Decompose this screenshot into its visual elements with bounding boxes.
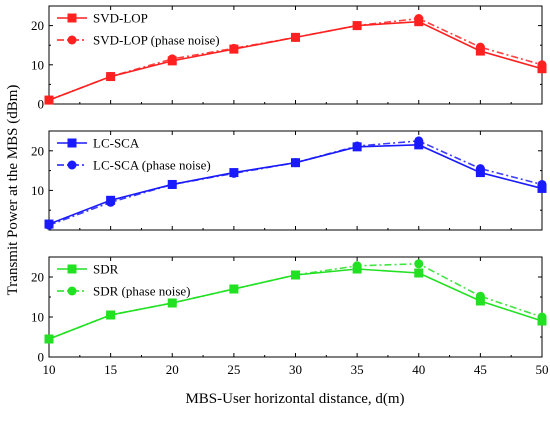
data-point — [167, 54, 177, 64]
y-tick-label: 10 — [31, 57, 44, 72]
x-tick-label: 35 — [351, 362, 364, 377]
data-point — [106, 197, 116, 207]
data-point — [44, 334, 54, 344]
x-tick-label: 30 — [289, 362, 302, 377]
data-point — [229, 168, 239, 178]
data-point — [229, 43, 239, 53]
data-point — [167, 179, 177, 189]
legend-marker — [67, 286, 77, 296]
data-point — [291, 32, 300, 42]
x-tick-label: 45 — [474, 362, 487, 377]
y-tick-label: 20 — [31, 18, 44, 33]
legend-entry: SVD-LOP — [93, 11, 148, 26]
panel-2: 10 20 LC-SCA LC-SCA (phase noise) — [31, 130, 547, 231]
data-point — [352, 261, 362, 271]
legend-marker — [67, 138, 77, 148]
legend-entry: SDR — [93, 262, 119, 277]
data-point — [537, 312, 547, 322]
legend-entry: LC-SCA — [93, 136, 140, 151]
y-axis-title: Transmit Power at the MBS (dBm) — [5, 85, 21, 296]
x-tick-label: 10 — [43, 362, 56, 377]
x-tick-label: 40 — [412, 362, 425, 377]
data-point — [229, 284, 239, 294]
data-point — [537, 60, 547, 70]
legend-entry: SDR (phase noise) — [93, 284, 191, 299]
data-point — [167, 298, 177, 308]
data-point — [291, 270, 300, 280]
legend-entry: SVD-LOP (phase noise) — [93, 33, 220, 48]
series-line-2 — [48, 140, 543, 226]
x-tick-label: 20 — [166, 362, 179, 377]
data-point — [475, 164, 485, 174]
data-point — [106, 72, 116, 82]
data-point — [44, 95, 54, 105]
series-line-2 — [48, 17, 543, 101]
legend-marker — [67, 13, 77, 23]
legend-marker — [67, 160, 77, 170]
x-axis-title: MBS-User horizontal distance, d(m) — [185, 391, 404, 407]
y-tick-label: 10 — [31, 183, 44, 198]
data-point — [475, 291, 485, 301]
x-tick-label: 50 — [536, 362, 549, 377]
y-tick-label: 10 — [31, 310, 44, 325]
y-tick-label: 20 — [31, 143, 44, 158]
data-point — [475, 296, 485, 306]
data-point — [414, 14, 424, 24]
y-tick-label: 0 — [38, 97, 45, 112]
y-tick-label: 20 — [31, 270, 44, 285]
data-point — [414, 136, 424, 146]
data-point — [414, 268, 424, 278]
x-tick-label: 15 — [104, 362, 117, 377]
y-tick-label: 0 — [38, 350, 45, 365]
data-point — [44, 220, 54, 230]
data-point — [475, 42, 485, 52]
data-point — [106, 310, 116, 320]
legend-marker — [67, 35, 77, 45]
panel-1: 0 10 20 SVD-LOP SVD-LOP (phase noise) — [31, 5, 547, 112]
legend-entry: LC-SCA (phase noise) — [93, 158, 211, 173]
data-point — [291, 158, 300, 168]
data-point — [352, 21, 362, 31]
data-point — [414, 259, 424, 269]
data-point — [537, 179, 547, 189]
data-point — [352, 141, 362, 151]
x-tick-label: 25 — [227, 362, 240, 377]
legend-marker — [67, 264, 77, 274]
